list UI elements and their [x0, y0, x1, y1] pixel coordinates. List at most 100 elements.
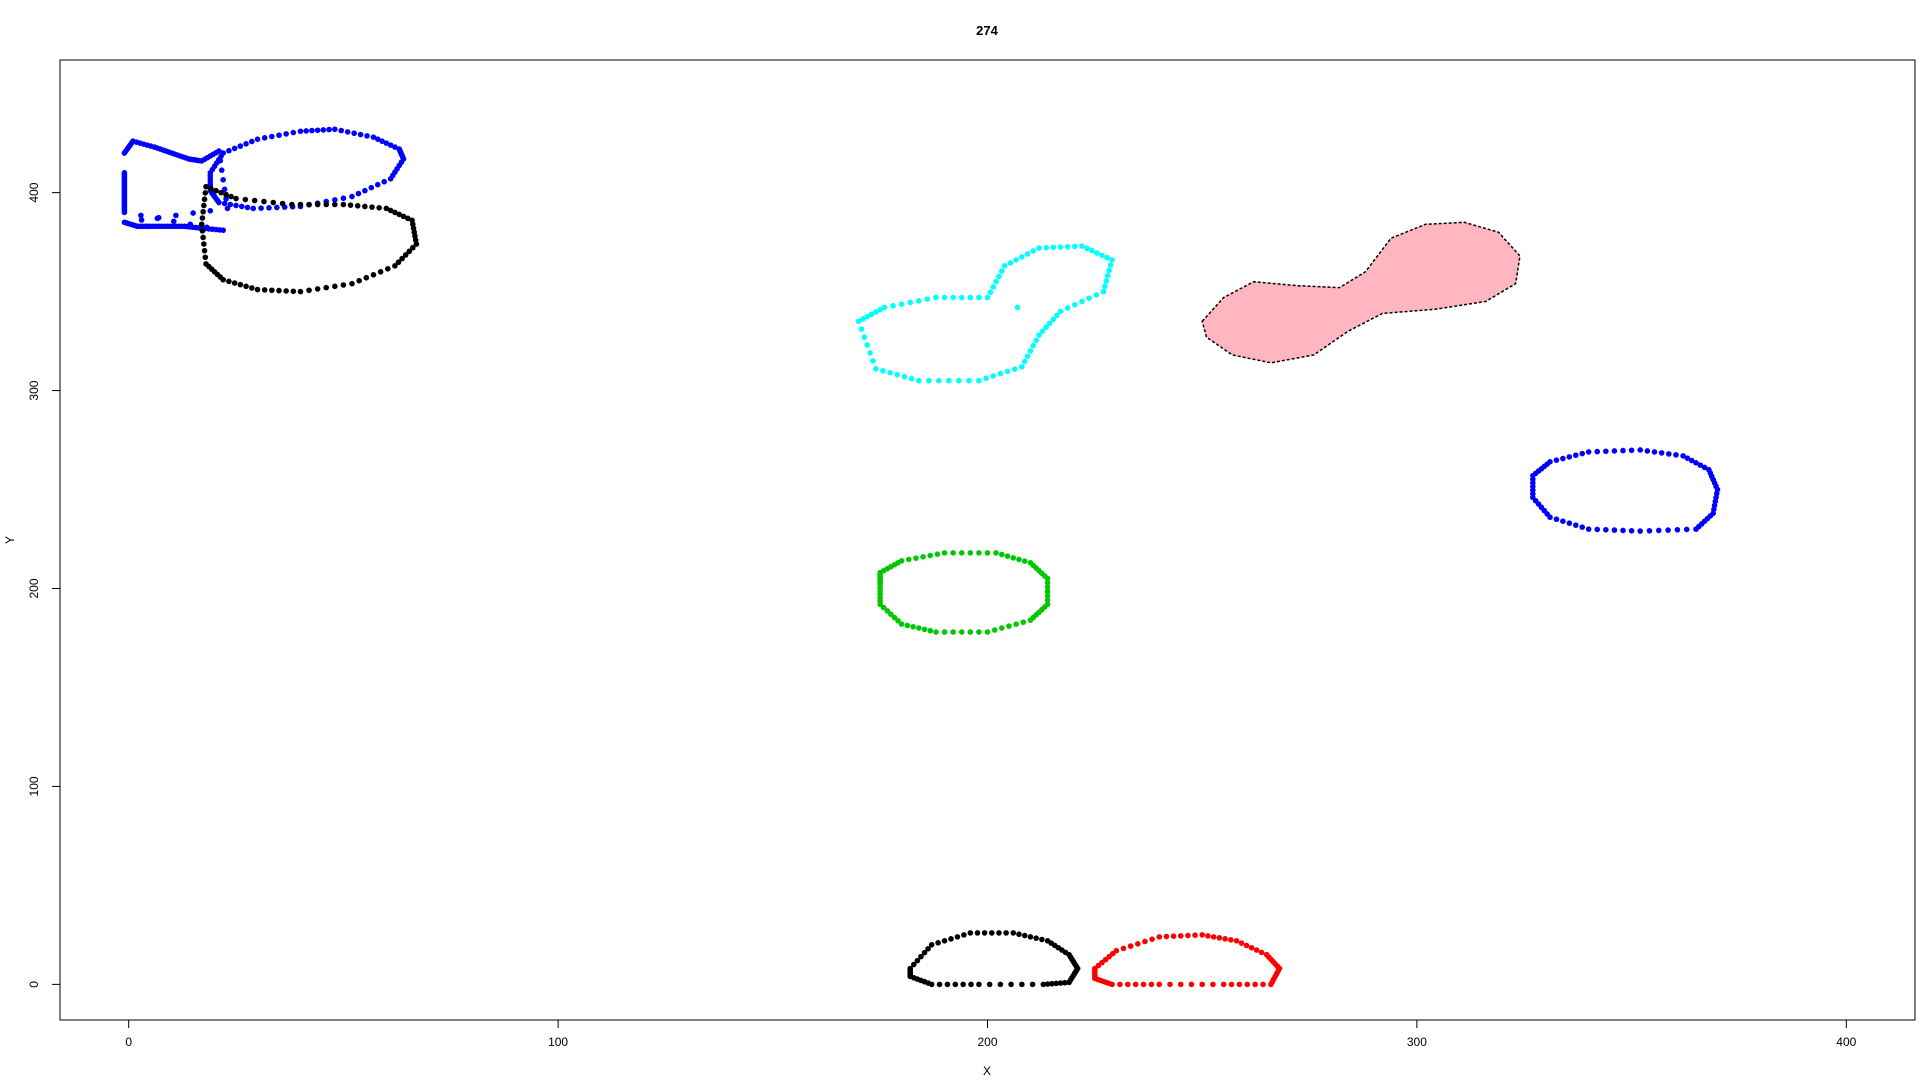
data-point	[376, 204, 382, 211]
data-point	[1099, 252, 1105, 259]
data-point	[370, 271, 377, 278]
data-point	[220, 150, 226, 156]
data-point	[261, 198, 267, 205]
data-point	[1253, 947, 1260, 953]
data-point	[864, 342, 871, 348]
data-point	[1001, 263, 1008, 269]
data-point	[1046, 320, 1053, 327]
data-point	[266, 204, 272, 211]
data-point	[877, 306, 883, 313]
data-point	[983, 375, 989, 382]
data-point	[231, 145, 238, 152]
data-point	[1163, 933, 1170, 940]
data-point	[279, 200, 286, 207]
data-point	[1572, 522, 1579, 528]
data-point	[383, 140, 390, 146]
data-point	[363, 274, 370, 281]
data-point	[934, 551, 941, 557]
data-point	[1658, 450, 1665, 456]
data-point	[1013, 621, 1019, 627]
data-point	[935, 940, 941, 946]
series-9	[1092, 932, 1283, 988]
data-point	[332, 126, 338, 133]
data-point	[392, 209, 398, 216]
data-point	[1057, 308, 1064, 315]
x-tick-label: 100	[548, 1035, 568, 1049]
y-axis: 0 100 200 300 400	[27, 182, 61, 988]
data-point	[344, 129, 351, 135]
data-point	[1117, 981, 1123, 988]
data-point	[357, 131, 364, 138]
data-point	[244, 204, 251, 211]
data-point	[966, 377, 972, 384]
data-point	[1029, 981, 1036, 988]
data-point	[368, 184, 375, 191]
data-point	[950, 550, 956, 556]
data-point	[941, 629, 948, 635]
data-point	[921, 949, 928, 956]
data-point	[936, 377, 942, 384]
data-point	[199, 228, 206, 234]
series-8	[907, 930, 1081, 988]
data-point	[946, 377, 952, 384]
data-point	[1004, 553, 1011, 559]
data-point	[374, 136, 381, 142]
data-point	[898, 621, 905, 627]
data-point	[1109, 257, 1115, 263]
data-point	[907, 967, 914, 973]
data-point	[332, 201, 338, 208]
data-point	[1673, 452, 1679, 458]
data-point	[1252, 981, 1258, 988]
data-point	[1222, 936, 1228, 942]
data-point	[201, 202, 207, 209]
data-point	[1039, 328, 1046, 334]
data-point	[997, 370, 1004, 377]
data-point	[1684, 455, 1691, 461]
data-point	[1566, 520, 1573, 526]
data-point	[898, 301, 905, 307]
data-point	[1185, 932, 1191, 939]
data-point	[976, 550, 982, 556]
data-point	[340, 195, 347, 202]
data-point	[1177, 933, 1184, 939]
data-point	[340, 201, 347, 208]
data-point	[918, 953, 924, 960]
data-point	[926, 377, 932, 384]
data-point	[1014, 304, 1021, 311]
data-point	[1553, 457, 1560, 463]
data-point	[941, 550, 948, 556]
data-point	[1033, 935, 1039, 941]
data-point	[1637, 528, 1643, 534]
data-point	[967, 294, 974, 301]
data-point	[297, 288, 304, 295]
data-point	[996, 273, 1002, 280]
data-point	[895, 618, 901, 624]
data-point	[227, 201, 234, 208]
series-1	[121, 138, 231, 234]
data-point	[904, 622, 911, 629]
data-point	[1016, 931, 1022, 938]
data-point	[283, 131, 289, 137]
data-point	[238, 203, 245, 210]
data-point	[1220, 981, 1227, 988]
data-point	[984, 550, 991, 556]
data-point	[1030, 342, 1037, 349]
data-point	[1013, 257, 1019, 263]
data-point	[1061, 979, 1068, 986]
data-point	[269, 287, 275, 294]
data-point	[999, 551, 1005, 558]
data-point	[387, 142, 394, 148]
data-point	[868, 311, 875, 318]
data-point	[369, 204, 375, 210]
data-point	[1072, 243, 1078, 250]
data-point	[1620, 447, 1626, 454]
data-point	[873, 365, 879, 372]
data-point	[997, 981, 1004, 988]
data-point	[894, 371, 901, 378]
data-point	[261, 135, 268, 141]
data-point	[1148, 981, 1155, 988]
data-point	[924, 296, 931, 302]
data-point	[1666, 451, 1672, 457]
data-point	[888, 611, 894, 618]
data-point	[901, 373, 908, 380]
